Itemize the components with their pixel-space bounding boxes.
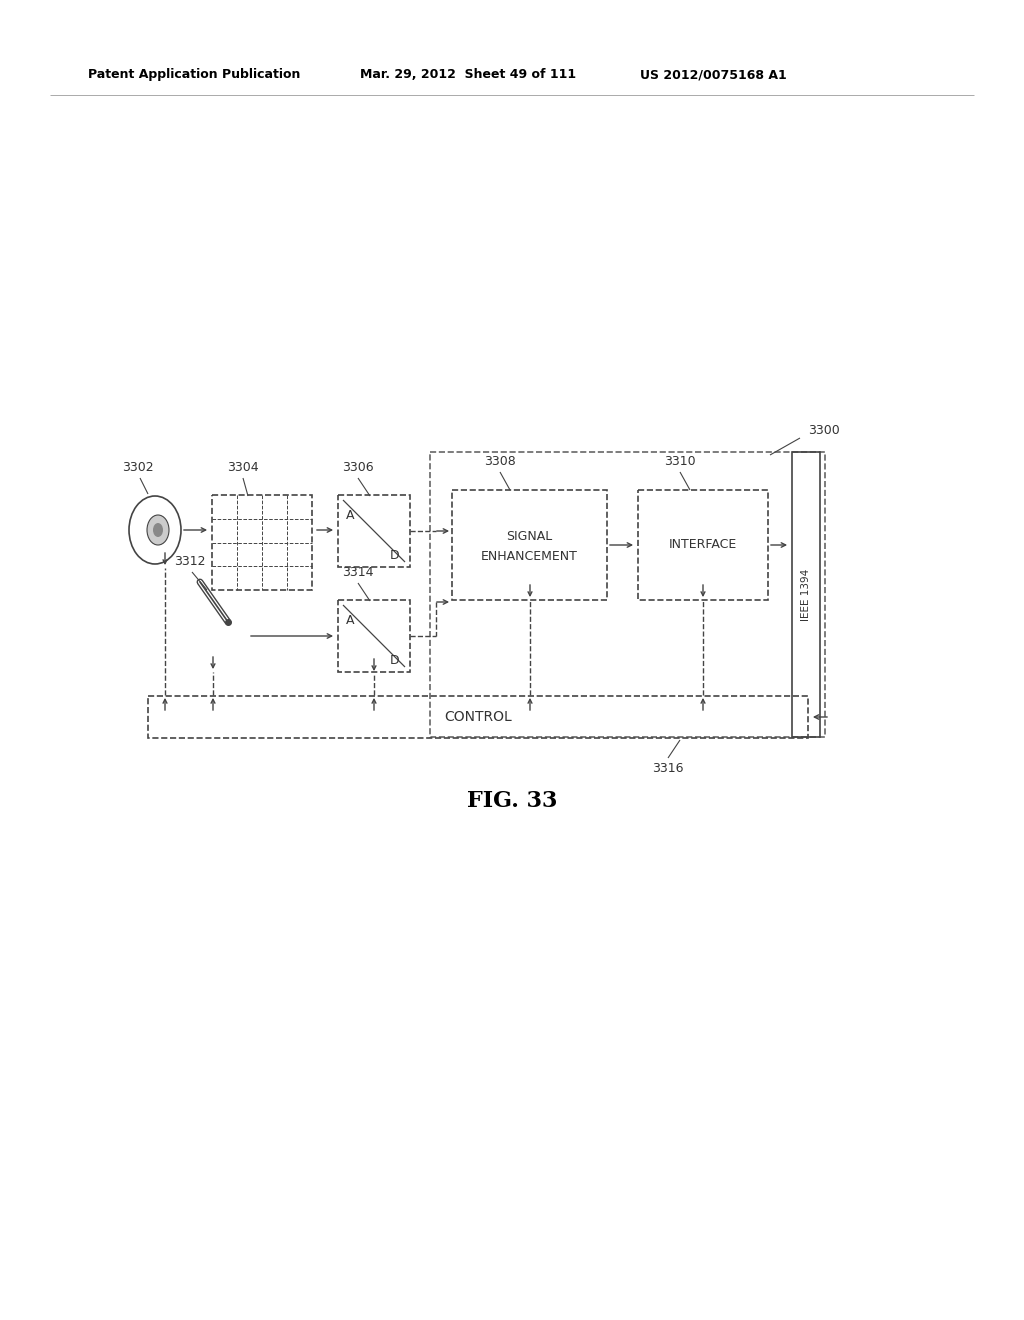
Text: FIG. 33: FIG. 33 (467, 789, 557, 812)
Ellipse shape (153, 523, 163, 537)
Text: 3308: 3308 (484, 455, 516, 469)
Text: SIGNAL: SIGNAL (507, 531, 553, 544)
Text: 3310: 3310 (665, 455, 696, 469)
Text: CONTROL: CONTROL (444, 710, 512, 723)
Text: Mar. 29, 2012  Sheet 49 of 111: Mar. 29, 2012 Sheet 49 of 111 (360, 69, 577, 81)
Text: Patent Application Publication: Patent Application Publication (88, 69, 300, 81)
Text: 3302: 3302 (122, 461, 154, 474)
Text: US 2012/0075168 A1: US 2012/0075168 A1 (640, 69, 786, 81)
Text: 3304: 3304 (227, 461, 259, 474)
Text: ENHANCEMENT: ENHANCEMENT (481, 550, 578, 564)
Text: D: D (390, 549, 399, 562)
Text: 3314: 3314 (342, 566, 374, 579)
Text: INTERFACE: INTERFACE (669, 539, 737, 552)
Text: IEEE 1394: IEEE 1394 (801, 569, 811, 620)
Text: 3312: 3312 (174, 554, 206, 568)
Text: D: D (390, 653, 399, 667)
Text: A: A (346, 614, 354, 627)
Text: 3306: 3306 (342, 461, 374, 474)
Text: 3300: 3300 (808, 424, 840, 437)
Text: 3316: 3316 (652, 762, 684, 775)
Ellipse shape (147, 515, 169, 545)
Text: A: A (346, 510, 354, 521)
